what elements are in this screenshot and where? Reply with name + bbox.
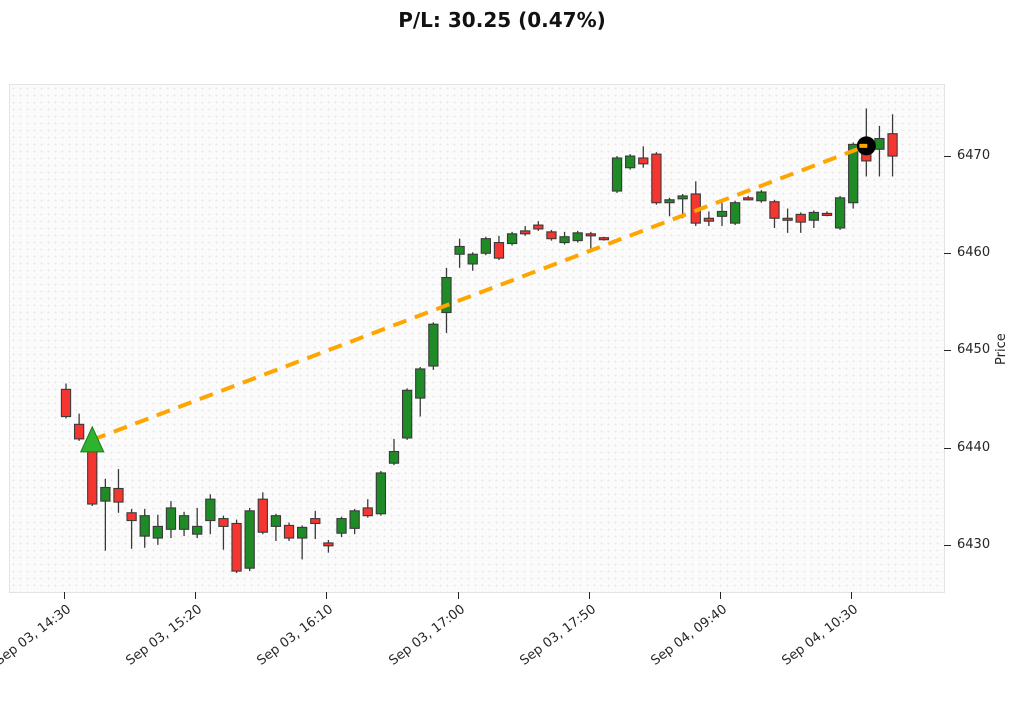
- candle-down: [887, 133, 898, 157]
- candle-up: [756, 191, 767, 202]
- candle-up: [808, 211, 819, 221]
- y-tick-label: 6430: [957, 536, 991, 552]
- x-tick-label: Sep 03, 17:50: [517, 602, 599, 669]
- candles-layer: [60, 108, 898, 574]
- x-tick-label: Sep 03, 17:00: [385, 602, 468, 669]
- candle-up: [205, 498, 216, 522]
- candle-down: [598, 237, 610, 241]
- candle-down: [218, 518, 229, 527]
- candle-down: [703, 217, 715, 222]
- candle-down: [310, 518, 321, 525]
- candle-down: [585, 233, 596, 237]
- candle-up: [572, 232, 583, 242]
- candle-up: [716, 210, 728, 217]
- candle-up: [834, 197, 846, 229]
- candle-down: [533, 224, 544, 230]
- candle-up: [467, 253, 478, 265]
- candle-up: [165, 507, 177, 530]
- x-tick-label: Sep 03, 14:30: [0, 602, 75, 669]
- x-tick-label: Sep 03, 16:10: [254, 602, 337, 669]
- candle-down: [87, 446, 98, 505]
- y-axis-title-text: Price: [994, 333, 1009, 365]
- candle-down: [782, 217, 793, 221]
- candlestick-chart-figure: P/L: 30.25 (0.47%) 6430 6440 6450 6460 6470 S…: [0, 8, 1014, 669]
- trade-line: [91, 143, 868, 442]
- candle-down: [651, 153, 662, 204]
- candle-up: [428, 323, 439, 367]
- candle-up: [480, 238, 491, 254]
- candle-up: [874, 138, 885, 150]
- chart-title: P/L: 30.25 (0.47%): [398, 8, 606, 32]
- candle-up: [441, 277, 452, 314]
- candle-up: [625, 155, 636, 169]
- candle-up: [611, 157, 623, 192]
- candle-up: [388, 450, 400, 464]
- candle-up: [401, 389, 413, 439]
- candle-up: [100, 486, 111, 502]
- exit-marker-dash: [859, 143, 868, 148]
- candle-down: [73, 423, 85, 440]
- candle-up: [729, 202, 741, 224]
- plot-area: [9, 84, 945, 593]
- y-axis-title: Price: [994, 306, 1014, 376]
- candle-up: [506, 233, 518, 245]
- candle-up: [664, 199, 675, 204]
- candle-up: [677, 195, 688, 200]
- candle-down: [231, 522, 242, 572]
- candle-up: [270, 515, 282, 527]
- y-tick-label: 6460: [957, 245, 991, 261]
- y-tick-label: 6470: [957, 148, 991, 163]
- x-tick-label: Sep 04, 09:40: [648, 602, 731, 669]
- candle-down: [493, 242, 505, 259]
- candle-down: [283, 524, 295, 539]
- candle-down: [821, 212, 833, 216]
- candle-up: [139, 515, 150, 537]
- y-tick-label: 6450: [957, 342, 991, 358]
- candle-down: [323, 542, 334, 547]
- y-tick-label: 6440: [957, 439, 991, 455]
- candle-down: [60, 388, 72, 418]
- candle-down: [362, 507, 373, 517]
- candle-up: [178, 515, 190, 530]
- candle-up: [454, 245, 465, 255]
- candle-down: [769, 201, 780, 219]
- candle-up: [244, 510, 255, 569]
- candle-up: [349, 510, 360, 529]
- candle-up: [192, 525, 203, 535]
- candle-down: [520, 230, 531, 235]
- entry-marker-icon: [79, 425, 105, 453]
- candle-down: [743, 197, 754, 201]
- candle-up: [297, 526, 308, 539]
- candle-up: [152, 525, 163, 539]
- candle-down: [638, 157, 649, 165]
- candle-up: [336, 518, 347, 534]
- candle-up: [848, 143, 859, 204]
- candle-up: [415, 368, 426, 399]
- candle-down: [546, 231, 557, 240]
- candle-down: [795, 213, 806, 223]
- x-tick-label: Sep 04, 10:30: [779, 602, 862, 669]
- candle-down: [113, 487, 124, 503]
- candle-down: [126, 512, 137, 522]
- candle-up: [559, 236, 570, 244]
- x-tick-label: Sep 03, 15:20: [123, 602, 206, 669]
- candle-down: [257, 498, 268, 533]
- candle-up: [375, 472, 387, 515]
